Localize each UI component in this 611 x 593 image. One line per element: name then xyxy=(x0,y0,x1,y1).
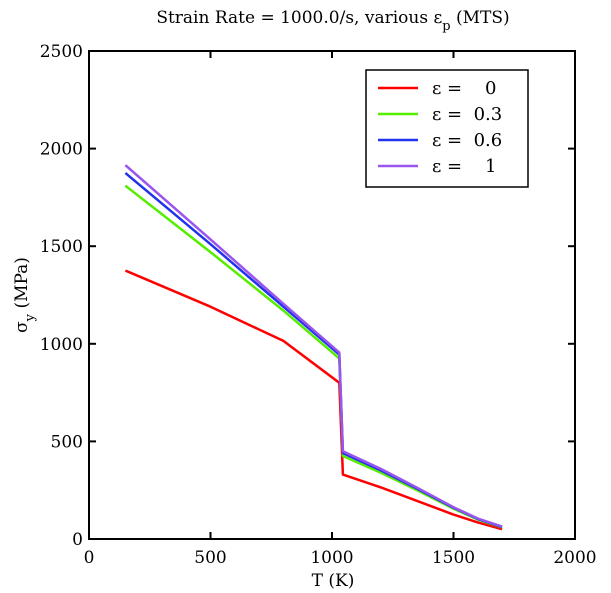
chart-title-suffix: (MTS) xyxy=(451,8,510,28)
series-lines xyxy=(124,164,503,531)
y-axis-label-main: σ xyxy=(12,321,32,333)
legend-label-2: ε = 0.6 xyxy=(432,130,502,151)
x-tick-label: 1500 xyxy=(432,548,475,568)
series-line-3 xyxy=(124,164,503,528)
y-tick-label: 1500 xyxy=(40,237,83,257)
y-tick-label: 2000 xyxy=(40,140,83,160)
x-tick-label: 500 xyxy=(194,548,226,568)
y-axis: 0 500 1000 1500 2000 2500 xyxy=(40,42,575,550)
y-tick-label: 2500 xyxy=(40,42,83,62)
y-tick-label: 500 xyxy=(51,432,83,452)
x-axis: 0 500 1000 1500 2000 xyxy=(84,51,597,568)
legend-label-0: ε = 0 xyxy=(432,78,496,99)
chart-title-subscript: p xyxy=(442,19,450,34)
y-axis-label-subscript: y xyxy=(23,313,38,322)
legend-label-1: ε = 0.3 xyxy=(432,104,502,125)
series-line-0 xyxy=(124,269,503,531)
legend-label-3: ε = 1 xyxy=(432,156,496,177)
legend-box xyxy=(365,69,529,188)
x-tick-label: 1000 xyxy=(310,548,353,568)
x-axis-label: T (K) xyxy=(312,571,355,591)
x-tick-label: 2000 xyxy=(553,548,596,568)
y-tick-label: 1000 xyxy=(40,335,83,355)
chart-title: Strain Rate = 1000.0/s, various εp (MTS) xyxy=(156,8,509,34)
chart-title-main: Strain Rate = 1000.0/s, various ε xyxy=(156,8,442,28)
y-axis-label: σy (MPa) xyxy=(12,257,38,333)
y-axis-label-suffix: (MPa) xyxy=(12,257,32,314)
legend: ε = 0 ε = 0.3 ε = 0.6 ε = 1 xyxy=(365,69,529,188)
x-tick-label: 0 xyxy=(84,548,95,568)
y-tick-label: 0 xyxy=(72,530,83,550)
